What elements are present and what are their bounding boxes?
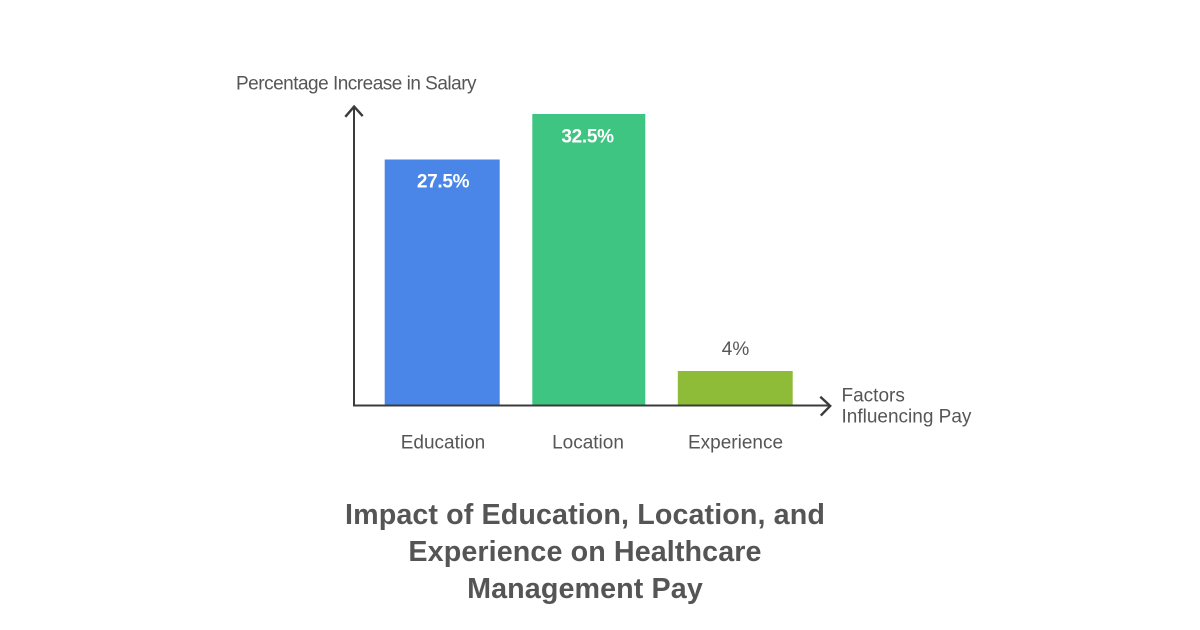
- svg-text:Influencing Pay: Influencing Pay: [842, 406, 972, 427]
- svg-text:Experience: Experience: [688, 433, 783, 454]
- svg-text:32.5%: 32.5%: [561, 126, 614, 147]
- svg-text:4%: 4%: [722, 339, 750, 360]
- svg-text:Education: Education: [401, 433, 486, 454]
- svg-text:Management Pay: Management Pay: [467, 573, 703, 605]
- svg-text:Factors: Factors: [842, 385, 905, 406]
- svg-text:Location: Location: [552, 433, 624, 454]
- svg-text:Percentage Increase in Salary: Percentage Increase in Salary: [236, 74, 477, 95]
- svg-text:27.5%: 27.5%: [417, 171, 470, 192]
- svg-text:Experience on Healthcare: Experience on Healthcare: [408, 536, 761, 568]
- svg-text:Impact of Education, Location,: Impact of Education, Location, and: [345, 499, 825, 531]
